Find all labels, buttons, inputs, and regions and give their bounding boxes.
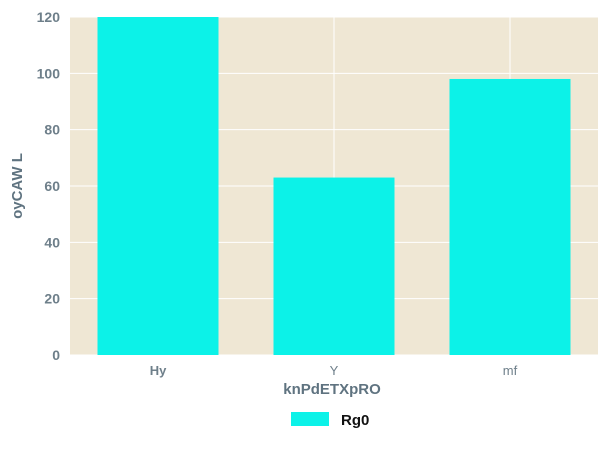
x-tick-label: Y xyxy=(330,363,339,378)
legend-label: Rg0 xyxy=(341,412,369,429)
y-tick-labels: 0 20 40 60 80 100 120 xyxy=(37,9,61,363)
bar-y xyxy=(273,177,395,355)
x-axis-title: knPdETXpRO xyxy=(283,381,381,398)
y-tick-label: 100 xyxy=(37,65,61,81)
y-tick-label: 0 xyxy=(52,347,60,363)
y-tick-label: 60 xyxy=(44,178,60,194)
x-tick-label: Hy xyxy=(150,363,167,378)
y-tick-label: 40 xyxy=(44,234,60,250)
bar-hy xyxy=(97,17,219,355)
y-tick-label: 120 xyxy=(37,9,61,25)
y-tick-label: 80 xyxy=(44,122,60,138)
legend-swatch xyxy=(291,412,329,426)
x-tick-label: mf xyxy=(503,363,518,378)
legend: Rg0 xyxy=(291,412,369,429)
y-tick-label: 20 xyxy=(44,291,60,307)
bars xyxy=(97,17,571,355)
y-axis-title: oyCAW L xyxy=(9,153,26,219)
bar-mf xyxy=(449,78,571,355)
